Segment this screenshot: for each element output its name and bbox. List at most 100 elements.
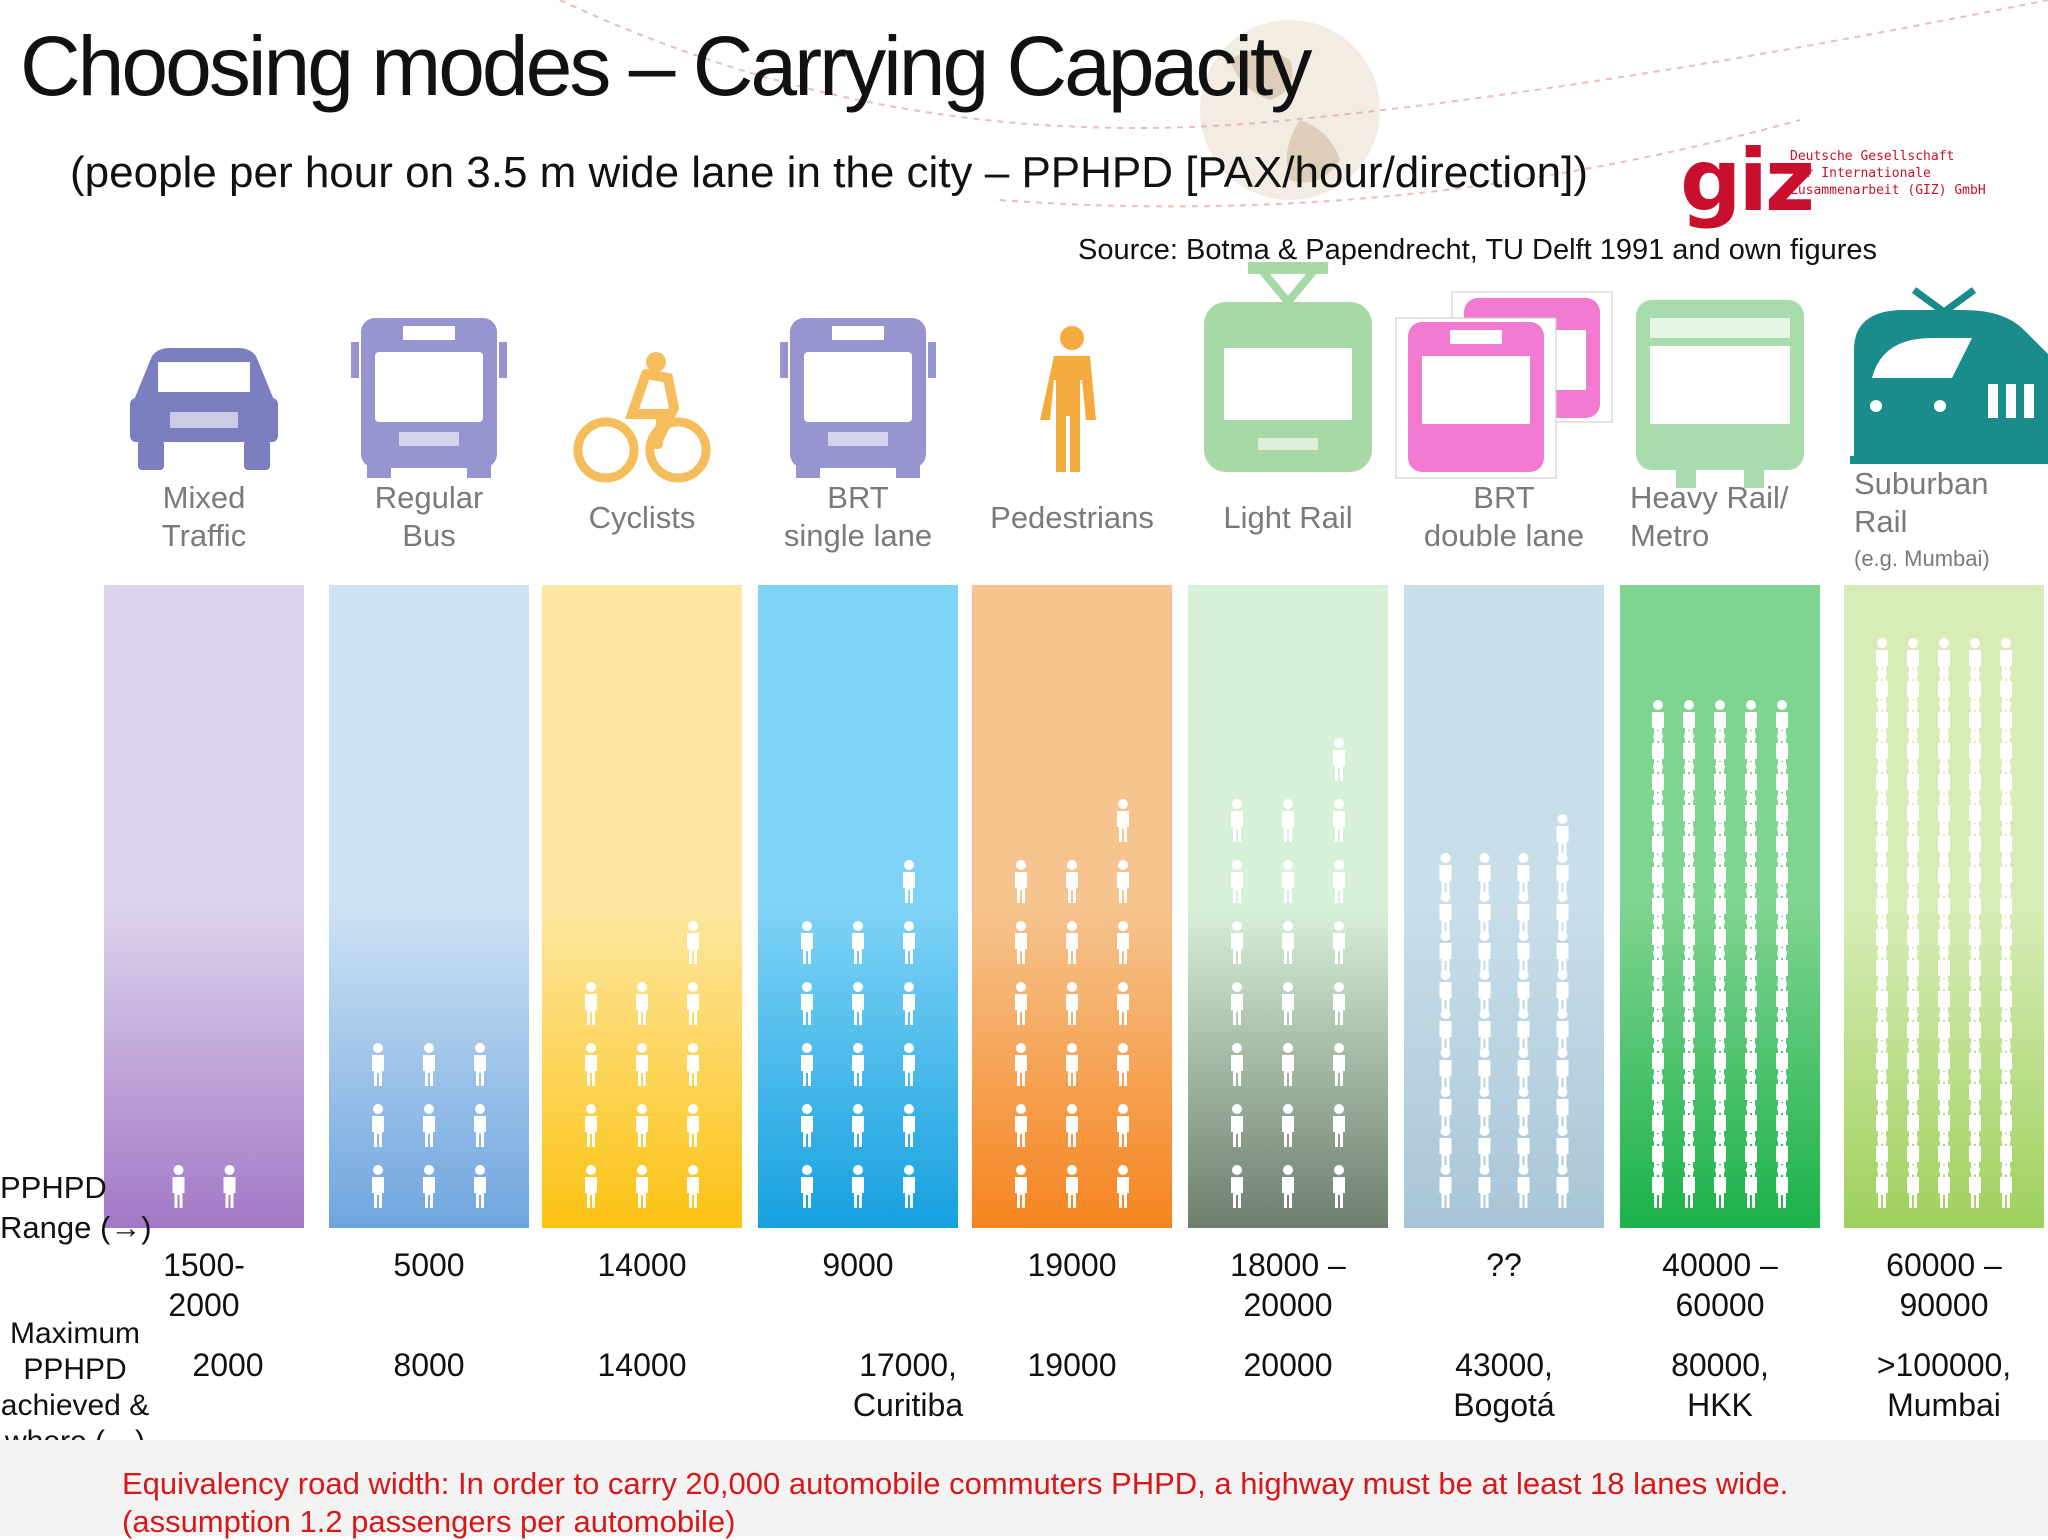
figure-head: [1777, 700, 1787, 710]
figure-body: [1745, 743, 1757, 774]
figure-body: [1652, 1053, 1664, 1084]
figure-body: [1876, 1146, 1888, 1177]
capacity-figure: [1117, 1165, 1129, 1208]
figure-head: [1283, 860, 1293, 870]
figure-head: [1118, 860, 1128, 870]
bus-sign: [1450, 330, 1502, 344]
figure-body: [423, 1177, 435, 1208]
figure-body: [1969, 1146, 1981, 1177]
bus-wheel: [896, 464, 920, 478]
figure-body: [1907, 743, 1919, 774]
figure-body: [1969, 898, 1981, 929]
figure-body: [1478, 1060, 1491, 1091]
bike-wheel: [573, 417, 639, 483]
mode-label: double lane: [1424, 518, 1584, 553]
figure-body: [1969, 743, 1981, 774]
capacity-figure: [372, 1165, 384, 1208]
figure-body: [1876, 650, 1888, 681]
tram-wire: [1248, 262, 1328, 274]
figure-body: [1938, 743, 1950, 774]
train-light: [1934, 400, 1946, 412]
figure-body: [1745, 1084, 1757, 1115]
metro-wheel: [1744, 470, 1764, 488]
figure-head: [802, 1104, 812, 1114]
pedestrian-icon: [1040, 326, 1096, 472]
figure-body: [1556, 865, 1569, 896]
mode-label: Pedestrians: [990, 500, 1154, 535]
figure-body: [1117, 811, 1129, 842]
figure-body: [1015, 1055, 1027, 1086]
mode-label: Heavy Rail/: [1630, 480, 1789, 515]
figure-body: [1969, 929, 1981, 960]
figure-head: [1016, 860, 1026, 870]
figure-body: [1231, 1055, 1243, 1086]
figure-head: [1283, 921, 1293, 931]
max-pphpd-value: 14000: [598, 1347, 687, 1383]
figure-body: [1876, 805, 1888, 836]
capacity-figure: [172, 1165, 185, 1208]
figure-body: [1876, 929, 1888, 960]
max-pphpd-value: Curitiba: [853, 1387, 963, 1423]
figure-body: [1876, 774, 1888, 805]
figure-head: [1067, 921, 1077, 931]
bus-window: [804, 352, 912, 422]
figure-body: [1439, 943, 1452, 974]
figure-head: [853, 921, 863, 931]
figure-body: [1876, 1022, 1888, 1053]
capacity-figure: [372, 1104, 384, 1147]
figure-head: [1283, 1043, 1293, 1053]
figure-body: [1938, 991, 1950, 1022]
figure-body: [687, 933, 699, 964]
figure-head: [1118, 799, 1128, 809]
figure-body: [1066, 1055, 1078, 1086]
capacity-figure: [903, 921, 915, 964]
figure-head: [1557, 814, 1568, 824]
figure-body: [1117, 872, 1129, 903]
figure-body: [1517, 1138, 1530, 1169]
capacity-figure: [223, 1165, 236, 1208]
figure-body: [1015, 933, 1027, 964]
mode-label: Light Rail: [1223, 500, 1352, 535]
figure-body: [1907, 1177, 1919, 1208]
figure-head: [688, 982, 698, 992]
figure-body: [1517, 943, 1530, 974]
figure-head: [373, 1104, 383, 1114]
figure-head: [475, 1043, 485, 1053]
figure-body: [1907, 1053, 1919, 1084]
bus-window-front: [1422, 356, 1530, 424]
mode-label: BRT: [1473, 480, 1535, 515]
figure-head: [1067, 1043, 1077, 1053]
figure-body: [1652, 1115, 1664, 1146]
mode-label: Regular: [375, 480, 484, 515]
figure-body: [1478, 1021, 1491, 1052]
figure-body: [1938, 805, 1950, 836]
figure-head: [1334, 1165, 1344, 1175]
pphpd-range-value: 60000 –: [1886, 1247, 2002, 1283]
figure-body: [1714, 805, 1726, 836]
figure-body: [1652, 1022, 1664, 1053]
figure-body: [1745, 960, 1757, 991]
capacity-figure: [1876, 638, 1888, 681]
capacity-figure: [801, 1165, 813, 1208]
figure-head: [475, 1165, 485, 1175]
figure-body: [2000, 1146, 2012, 1177]
capacity-figure: [1231, 982, 1243, 1025]
figure-body: [585, 1177, 597, 1208]
figure-body: [801, 1116, 813, 1147]
figure-body: [1683, 836, 1695, 867]
max-pphpd-value: Bogotá: [1453, 1387, 1555, 1423]
capacity-figure: [1683, 700, 1695, 743]
capacity-figure: [1015, 1165, 1027, 1208]
capacity-figure: [1938, 638, 1950, 681]
figure-head: [904, 921, 914, 931]
figure-body: [636, 1177, 648, 1208]
figure-body: [1714, 960, 1726, 991]
globe-decoration: [559, 0, 2048, 208]
capacity-figure: [474, 1165, 486, 1208]
figure-body: [1907, 960, 1919, 991]
figure-body: [1745, 1022, 1757, 1053]
figure-body: [1117, 994, 1129, 1025]
figure-body: [801, 1177, 813, 1208]
train-base: [1850, 456, 2048, 464]
